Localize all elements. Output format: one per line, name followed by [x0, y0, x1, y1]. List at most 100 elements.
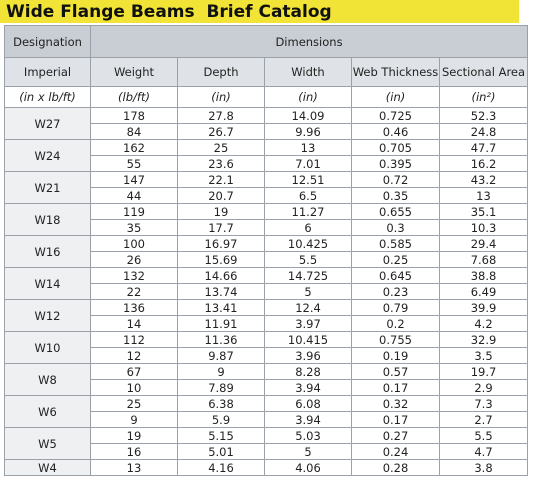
- sectional-area-cell: 5.5: [439, 427, 528, 444]
- width-cell: 10.425: [264, 235, 352, 252]
- designation-cell: W14: [4, 267, 91, 300]
- designation-cell: W12: [4, 299, 91, 332]
- table-row: 84 26.7 9.96 0.46 24.8: [5, 123, 528, 140]
- designation-cell: W8: [4, 363, 91, 396]
- weight-cell: 13: [90, 459, 178, 476]
- web-thickness-cell: 0.17: [351, 411, 440, 428]
- designation-header: Designation: [4, 25, 91, 58]
- width-cell: 12.51: [264, 171, 352, 188]
- weight-cell: 26: [90, 251, 178, 268]
- table-row: W14 132 14.66 14.725 0.645 38.8: [4, 267, 528, 300]
- weight-cell: 147: [90, 171, 178, 188]
- weight-cell: 14: [90, 315, 178, 332]
- width-cell: 14.725: [264, 267, 352, 284]
- sectional-area-cell: 43.2: [439, 171, 528, 188]
- sectional-area-cell: 38.8: [439, 267, 528, 284]
- web-thickness-cell: 0.655: [351, 203, 440, 220]
- width-cell: 13: [264, 139, 352, 156]
- depth-cell: 26.7: [177, 123, 265, 140]
- sectional-area-cell: 16.2: [439, 155, 528, 172]
- table-row: W4 13 4.16 4.06 0.28 3.8: [4, 459, 528, 476]
- web-thickness-cell: 0.24: [351, 443, 440, 460]
- designation-cell: W24: [4, 139, 91, 172]
- sectional-area-cell: 7.68: [439, 251, 528, 268]
- width-cell: 10.415: [264, 331, 352, 348]
- sectional-area-cell: 29.4: [439, 235, 528, 252]
- table-body: W27 178 27.8 14.09 0.725 52.3 84 26.7 9.96 0.46 24…: [4, 107, 528, 476]
- web-thickness-cell: 0.27: [351, 427, 440, 444]
- weight-cell: 136: [90, 299, 178, 316]
- designation-cell: W21: [4, 171, 91, 204]
- depth-cell: 11.91: [177, 315, 265, 332]
- width-cell: 7.01: [264, 155, 352, 172]
- width-cell: 5.03: [264, 427, 352, 444]
- width-cell: 3.94: [264, 411, 352, 428]
- depth-cell: 17.7: [177, 219, 265, 236]
- weight-cell: 9: [90, 411, 178, 428]
- dimensions-header: Dimensions: [90, 25, 528, 58]
- web-thickness-cell: 0.645: [351, 267, 440, 284]
- table-row: W8 67 9 8.28 0.57 19.7: [4, 363, 528, 396]
- depth-cell: 25: [177, 139, 265, 156]
- width-cell: 6.5: [264, 187, 352, 204]
- width-cell: 6.08: [264, 395, 352, 412]
- web-thickness-cell: 0.2: [351, 315, 440, 332]
- weight-cell: 55: [90, 155, 178, 172]
- weight-cell: 119: [90, 203, 178, 220]
- web-thickness-cell: 0.725: [351, 107, 440, 124]
- weight-cell: 84: [90, 123, 178, 140]
- sectional-area-cell: 24.8: [439, 123, 528, 140]
- depth-cell: 9.87: [177, 347, 265, 364]
- sectional-area-cell: 6.49: [439, 283, 528, 300]
- sectional-area-cell: 35.1: [439, 203, 528, 220]
- weight-cell: 22: [90, 283, 178, 300]
- depth-cell: 22.1: [177, 171, 265, 188]
- table-row: 22 13.74 5 0.23 6.49: [5, 283, 528, 300]
- depth-cell: 13.74: [177, 283, 265, 300]
- table-row: W21 147 22.1 12.51 0.72 43.2: [4, 171, 528, 204]
- depth-cell: 9: [177, 363, 265, 380]
- web-thickness-cell: 0.79: [351, 299, 440, 316]
- table-row: 44 20.7 6.5 0.35 13: [5, 187, 528, 204]
- depth-cell: 13.41: [177, 299, 265, 316]
- title-bar: [0, 0, 519, 23]
- table-row: W27 178 27.8 14.09 0.725 52.3: [4, 107, 528, 140]
- table-row: W16 100 16.97 10.425 0.585 29.4: [4, 235, 528, 268]
- table-row: W18 119 19 11.27 0.655 35.1: [4, 203, 528, 236]
- designation-cell: W10: [4, 331, 91, 364]
- unit-imperial: (in x lb/ft): [4, 86, 91, 108]
- web-thickness-cell: 0.395: [351, 155, 440, 172]
- depth-cell: 20.7: [177, 187, 265, 204]
- column-header-sectional-area: Sectional Area: [439, 57, 528, 87]
- web-thickness-cell: 0.25: [351, 251, 440, 268]
- depth-cell: 15.69: [177, 251, 265, 268]
- sectional-area-cell: 3.8: [439, 459, 528, 476]
- weight-cell: 19: [90, 427, 178, 444]
- width-cell: 8.28: [264, 363, 352, 380]
- sectional-area-cell: 32.9: [439, 331, 528, 348]
- web-thickness-cell: 0.17: [351, 379, 440, 396]
- sectional-area-cell: 2.7: [439, 411, 528, 428]
- table-row: W10 112 11.36 10.415 0.755 32.9: [4, 331, 528, 364]
- width-cell: 12.4: [264, 299, 352, 316]
- depth-cell: 5.9: [177, 411, 265, 428]
- sectional-area-cell: 4.7: [439, 443, 528, 460]
- width-cell: 5.5: [264, 251, 352, 268]
- table-row: W5 19 5.15 5.03 0.27 5.5: [4, 427, 528, 460]
- web-thickness-cell: 0.705: [351, 139, 440, 156]
- sectional-area-cell: 52.3: [439, 107, 528, 124]
- weight-cell: 35: [90, 219, 178, 236]
- width-cell: 5: [264, 283, 352, 300]
- sectional-area-cell: 10.3: [439, 219, 528, 236]
- weight-cell: 67: [90, 363, 178, 380]
- sectional-area-cell: 2.9: [439, 379, 528, 396]
- designation-cell: W16: [4, 235, 91, 268]
- web-thickness-cell: 0.32: [351, 395, 440, 412]
- designation-cell: W27: [4, 107, 91, 140]
- table-row: W6 25 6.38 6.08 0.32 7.3: [4, 395, 528, 428]
- table-row: W12 136 13.41 12.4 0.79 39.9: [4, 299, 528, 332]
- web-thickness-cell: 0.28: [351, 459, 440, 476]
- column-header-weight: Weight: [90, 57, 178, 87]
- unit-web-thickness: (in): [351, 86, 440, 108]
- weight-cell: 10: [90, 379, 178, 396]
